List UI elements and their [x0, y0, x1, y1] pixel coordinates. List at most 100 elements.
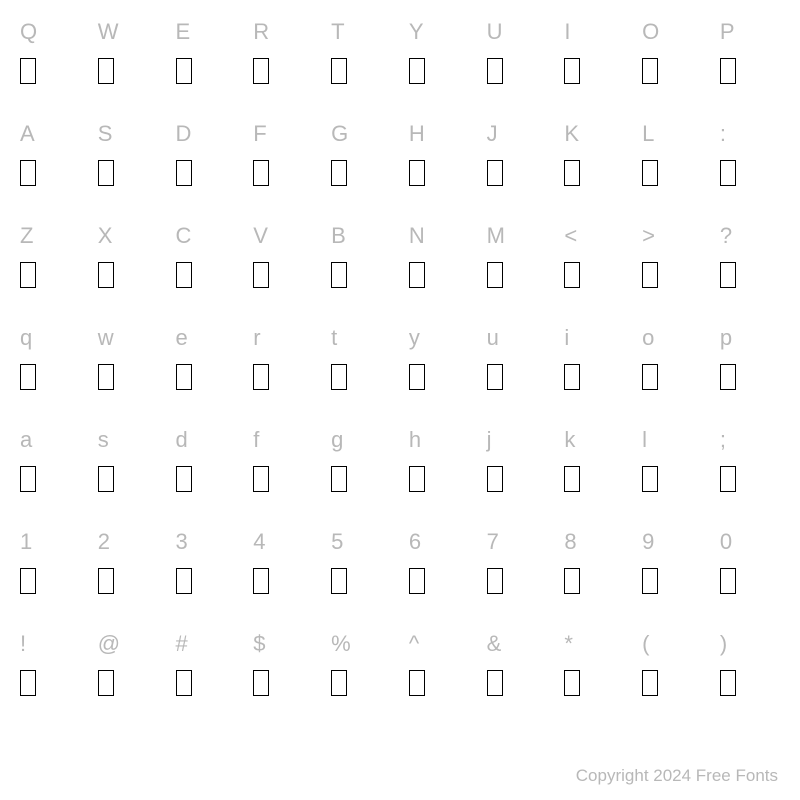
- char-label: &: [487, 630, 502, 658]
- char-label: 4: [253, 528, 265, 556]
- char-cell: K: [564, 120, 624, 186]
- char-label: 6: [409, 528, 421, 556]
- char-cell: >: [642, 222, 702, 288]
- glyph-placeholder-box: [720, 262, 736, 288]
- char-label: G: [331, 120, 348, 148]
- glyph-placeholder-box: [20, 568, 36, 594]
- glyph-placeholder-box: [176, 364, 192, 390]
- char-cell: 5: [331, 528, 391, 594]
- char-cell: 6: [409, 528, 469, 594]
- glyph-placeholder-box: [564, 58, 580, 84]
- glyph-placeholder-box: [331, 466, 347, 492]
- char-cell: (: [642, 630, 702, 696]
- char-cell: F: [253, 120, 313, 186]
- char-cell: ?: [720, 222, 780, 288]
- char-label: !: [20, 630, 26, 658]
- char-cell: V: [253, 222, 313, 288]
- glyph-placeholder-box: [409, 160, 425, 186]
- char-cell: l: [642, 426, 702, 492]
- char-cell: f: [253, 426, 313, 492]
- char-label: y: [409, 324, 420, 352]
- glyph-placeholder-box: [720, 58, 736, 84]
- char-label: C: [176, 222, 192, 250]
- glyph-placeholder-box: [409, 58, 425, 84]
- char-label: 1: [20, 528, 32, 556]
- glyph-placeholder-box: [20, 364, 36, 390]
- char-cell: J: [487, 120, 547, 186]
- char-cell: 4: [253, 528, 313, 594]
- glyph-placeholder-box: [176, 466, 192, 492]
- char-label: l: [642, 426, 647, 454]
- char-cell: ^: [409, 630, 469, 696]
- char-cell: T: [331, 18, 391, 84]
- char-label: Z: [20, 222, 33, 250]
- glyph-placeholder-box: [253, 568, 269, 594]
- char-label: T: [331, 18, 344, 46]
- char-label: 2: [98, 528, 110, 556]
- char-label: >: [642, 222, 655, 250]
- copyright-footer: Copyright 2024 Free Fonts: [576, 766, 778, 786]
- glyph-placeholder-box: [564, 364, 580, 390]
- char-cell: M: [487, 222, 547, 288]
- char-label: A: [20, 120, 35, 148]
- char-label: 3: [176, 528, 188, 556]
- char-cell: %: [331, 630, 391, 696]
- char-cell: D: [176, 120, 236, 186]
- char-cell: W: [98, 18, 158, 84]
- glyph-placeholder-box: [564, 466, 580, 492]
- char-label: 7: [487, 528, 499, 556]
- char-row: QWERTYUIOP: [20, 18, 780, 84]
- glyph-placeholder-box: [253, 670, 269, 696]
- char-label: W: [98, 18, 119, 46]
- char-label: 9: [642, 528, 654, 556]
- char-cell: U: [487, 18, 547, 84]
- char-cell: u: [487, 324, 547, 390]
- glyph-placeholder-box: [564, 568, 580, 594]
- char-label: S: [98, 120, 113, 148]
- char-cell: p: [720, 324, 780, 390]
- char-cell: <: [564, 222, 624, 288]
- glyph-placeholder-box: [331, 670, 347, 696]
- char-label: d: [176, 426, 188, 454]
- glyph-placeholder-box: [409, 568, 425, 594]
- char-label: s: [98, 426, 109, 454]
- char-label: g: [331, 426, 343, 454]
- char-cell: k: [564, 426, 624, 492]
- char-cell: B: [331, 222, 391, 288]
- char-label: P: [720, 18, 735, 46]
- char-cell: A: [20, 120, 80, 186]
- char-cell: G: [331, 120, 391, 186]
- glyph-placeholder-box: [176, 670, 192, 696]
- char-cell: 7: [487, 528, 547, 594]
- char-label: F: [253, 120, 266, 148]
- char-cell: Z: [20, 222, 80, 288]
- glyph-placeholder-box: [98, 670, 114, 696]
- char-label: p: [720, 324, 732, 352]
- char-label: $: [253, 630, 265, 658]
- char-cell: X: [98, 222, 158, 288]
- char-label: ;: [720, 426, 726, 454]
- char-label: q: [20, 324, 32, 352]
- char-cell: d: [176, 426, 236, 492]
- char-cell: o: [642, 324, 702, 390]
- char-cell: i: [564, 324, 624, 390]
- glyph-placeholder-box: [720, 670, 736, 696]
- glyph-placeholder-box: [409, 670, 425, 696]
- char-label: E: [176, 18, 191, 46]
- char-cell: E: [176, 18, 236, 84]
- glyph-placeholder-box: [176, 58, 192, 84]
- char-label: k: [564, 426, 575, 454]
- char-label: j: [487, 426, 492, 454]
- char-cell: C: [176, 222, 236, 288]
- char-cell: 9: [642, 528, 702, 594]
- char-label: a: [20, 426, 32, 454]
- char-cell: N: [409, 222, 469, 288]
- glyph-placeholder-box: [20, 466, 36, 492]
- char-label: h: [409, 426, 421, 454]
- char-label: #: [176, 630, 188, 658]
- glyph-placeholder-box: [720, 364, 736, 390]
- char-row: qwertyuiop: [20, 324, 780, 390]
- char-cell: L: [642, 120, 702, 186]
- char-cell: H: [409, 120, 469, 186]
- char-label: 0: [720, 528, 732, 556]
